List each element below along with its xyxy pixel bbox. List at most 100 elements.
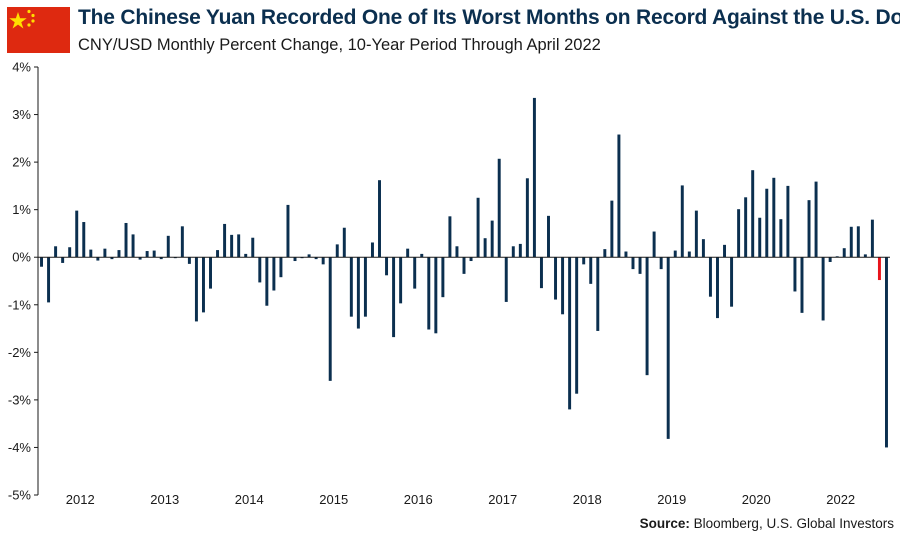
x-tick-label: 2015 xyxy=(319,492,348,507)
bar xyxy=(328,257,332,381)
bar xyxy=(40,257,43,267)
bar xyxy=(666,257,670,439)
flag-small-star xyxy=(31,19,35,23)
bar xyxy=(378,180,381,258)
x-tick-label: 2014 xyxy=(235,492,264,507)
flag-small-star xyxy=(27,23,31,27)
bar xyxy=(525,178,529,258)
bar xyxy=(420,253,424,258)
bar xyxy=(47,257,51,303)
bar xyxy=(230,234,234,258)
bar xyxy=(532,97,536,258)
china-flag-icon xyxy=(7,7,70,53)
x-tick-label: 2019 xyxy=(657,492,686,507)
bar xyxy=(483,238,487,258)
x-tick-label: 2016 xyxy=(404,492,433,507)
bar xyxy=(849,226,853,258)
bar xyxy=(61,257,65,263)
x-tick-label: 2022 xyxy=(826,492,855,507)
bar xyxy=(75,210,79,258)
bar xyxy=(427,257,431,330)
y-tick-label: 3% xyxy=(12,107,31,122)
bar xyxy=(187,257,191,264)
bar xyxy=(68,247,72,258)
bar xyxy=(610,200,614,258)
bar xyxy=(469,257,473,262)
source-text: Bloomberg, U.S. Global Investors xyxy=(689,516,894,531)
bar xyxy=(166,235,170,258)
bar xyxy=(786,185,790,258)
chart-subtitle: CNY/USD Monthly Percent Change, 10-Year … xyxy=(78,36,601,54)
bar xyxy=(793,257,797,292)
bar xyxy=(575,257,579,394)
bar xyxy=(518,243,522,258)
bar xyxy=(194,257,198,322)
bar xyxy=(476,197,480,258)
highlight-bar xyxy=(877,257,881,281)
bar xyxy=(145,251,149,258)
y-tick-label: -5% xyxy=(8,488,32,503)
bar xyxy=(856,226,860,258)
bar xyxy=(441,257,445,298)
bar xyxy=(680,185,684,258)
x-tick-label: 2013 xyxy=(150,492,179,507)
bar xyxy=(251,237,255,258)
bar xyxy=(504,257,508,302)
bar xyxy=(363,257,367,317)
bar xyxy=(152,250,156,258)
bar xyxy=(814,181,818,258)
y-tick-label: 1% xyxy=(12,202,31,217)
bar xyxy=(807,200,811,258)
bar xyxy=(744,197,748,258)
x-tick-label: 2017 xyxy=(488,492,517,507)
flag-small-star xyxy=(27,9,31,14)
bar xyxy=(385,257,389,276)
bar xyxy=(539,257,543,289)
bar xyxy=(244,253,248,258)
x-tick-label: 2020 xyxy=(742,492,771,507)
y-tick-label: 2% xyxy=(12,155,31,170)
bar xyxy=(779,219,783,258)
bar xyxy=(716,257,719,319)
bar xyxy=(406,248,410,258)
bar xyxy=(885,257,888,448)
bar xyxy=(392,257,396,338)
bar xyxy=(624,251,628,258)
bar xyxy=(258,257,262,283)
bar xyxy=(723,244,727,258)
bar xyxy=(730,257,734,307)
bar xyxy=(89,249,93,258)
bar xyxy=(511,246,515,258)
y-tick-label: -1% xyxy=(8,297,32,312)
x-tick-label: 2018 xyxy=(573,492,602,507)
bar xyxy=(701,239,705,258)
flag-big-star xyxy=(9,12,27,29)
bar xyxy=(321,257,325,265)
source-note: Source: Bloomberg, U.S. Global Investors xyxy=(640,516,894,531)
bar xyxy=(223,223,227,258)
bar xyxy=(687,251,691,258)
bar xyxy=(314,257,318,260)
x-tick-label: 2012 xyxy=(66,492,95,507)
bar xyxy=(82,222,86,258)
bar xyxy=(737,209,741,258)
bar xyxy=(821,257,825,321)
bar xyxy=(596,257,600,331)
bar xyxy=(272,257,276,291)
chart-title: The Chinese Yuan Recorded One of Its Wor… xyxy=(78,6,900,29)
bar xyxy=(772,177,776,258)
y-tick-label: 0% xyxy=(12,250,31,265)
bar xyxy=(307,254,311,258)
bar xyxy=(568,257,572,410)
bar xyxy=(870,219,874,258)
bar xyxy=(265,257,269,306)
bar xyxy=(413,257,417,289)
bar xyxy=(863,254,867,258)
y-tick-label: -4% xyxy=(8,440,32,455)
bar xyxy=(638,257,642,274)
bar xyxy=(765,188,769,258)
y-tick-label: -2% xyxy=(8,345,32,360)
bar xyxy=(131,234,135,258)
bar xyxy=(286,204,290,258)
